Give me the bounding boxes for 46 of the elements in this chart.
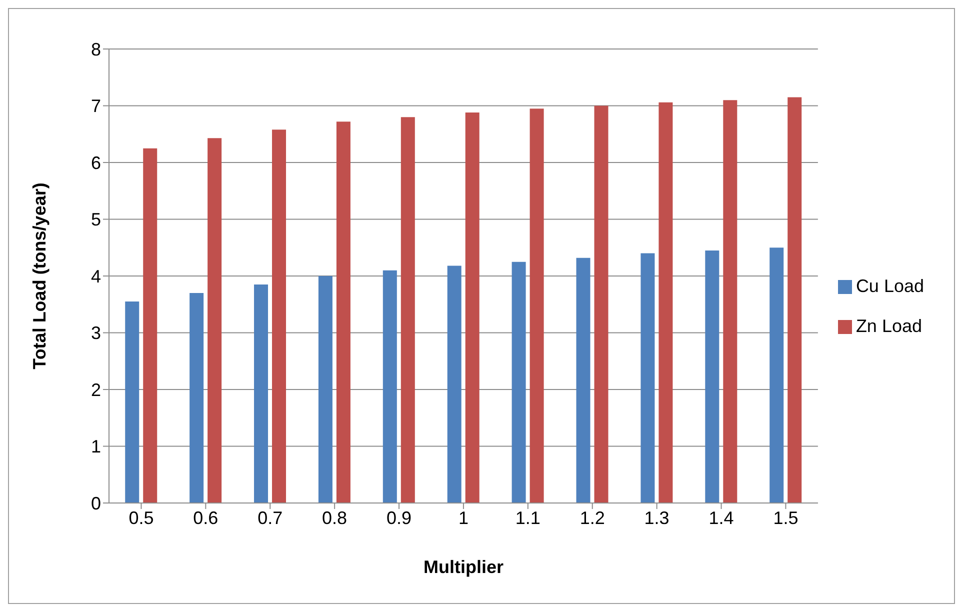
x-tick-label: 0.8 xyxy=(322,508,348,528)
y-tick-label: 0 xyxy=(90,493,101,514)
x-tick-label: 1.3 xyxy=(644,508,670,528)
y-tick-label: 1 xyxy=(90,436,101,457)
bar xyxy=(143,148,158,503)
x-tick-label: 0.7 xyxy=(258,508,283,528)
y-tick-label: 5 xyxy=(90,210,101,230)
bar xyxy=(318,276,332,503)
x-tick-label: 1.5 xyxy=(773,508,798,528)
y-tick-label: 8 xyxy=(90,39,101,60)
bar xyxy=(770,248,784,503)
y-tick-label: 2 xyxy=(90,380,101,400)
y-tick-label: 7 xyxy=(90,96,101,116)
bar xyxy=(190,293,204,503)
x-tick-label: 0.6 xyxy=(193,508,218,528)
x-tick-label: 1.4 xyxy=(708,508,734,528)
bar xyxy=(512,262,526,503)
x-tick-label: 0.9 xyxy=(386,508,412,528)
bar xyxy=(723,100,738,503)
bar xyxy=(400,117,415,503)
legend-label: Cu Load xyxy=(856,276,924,296)
bar xyxy=(208,138,222,503)
bar xyxy=(125,302,140,503)
bar xyxy=(336,122,350,503)
bar xyxy=(465,112,480,503)
x-tick-label: 1.1 xyxy=(515,508,540,528)
x-tick-label: 1.2 xyxy=(580,508,605,528)
x-axis-title: Multiplier xyxy=(423,557,504,577)
y-axis-title: Total Load (tons/year) xyxy=(29,182,50,370)
x-tick-label: 0.5 xyxy=(128,508,154,528)
bar xyxy=(382,270,397,503)
bar xyxy=(272,130,286,503)
bar xyxy=(705,250,720,503)
bar xyxy=(594,106,608,503)
bar xyxy=(576,258,590,503)
bar xyxy=(530,108,544,503)
bar xyxy=(788,97,802,503)
legend-label: Zn Load xyxy=(856,316,922,336)
bar xyxy=(658,102,673,503)
y-tick-label: 4 xyxy=(90,266,101,286)
bar xyxy=(640,253,655,503)
y-tick-label: 3 xyxy=(90,323,101,344)
bar xyxy=(447,266,462,503)
x-tick-label: 1 xyxy=(458,508,468,528)
bar xyxy=(254,284,268,503)
y-tick-label: 6 xyxy=(90,152,101,173)
